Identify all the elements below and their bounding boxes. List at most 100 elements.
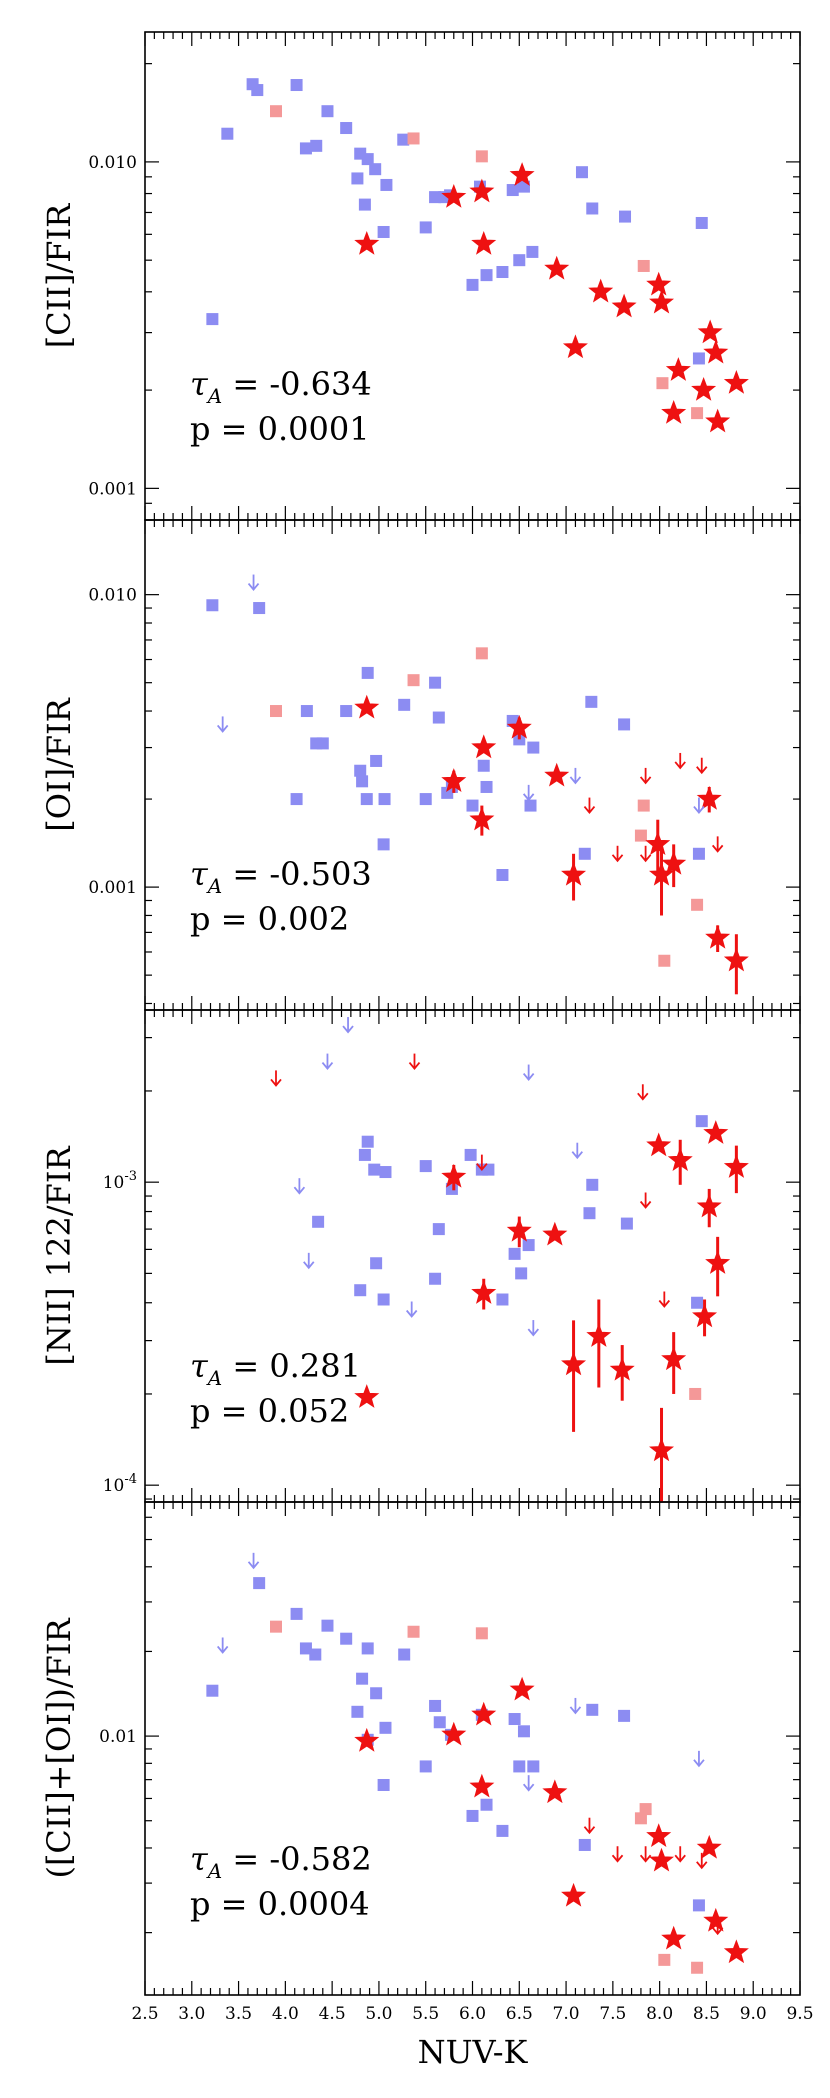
x-tick-label: 8.5 bbox=[693, 2004, 720, 2024]
data-point-square bbox=[513, 1760, 526, 1773]
data-point-star bbox=[649, 1437, 675, 1462]
x-tick-label: 6.0 bbox=[459, 2004, 486, 2024]
upper-limit-arrow bbox=[639, 1192, 652, 1209]
upper-limit-arrow bbox=[674, 1846, 686, 1863]
data-point-square bbox=[361, 1135, 374, 1148]
upper-limit-arrow bbox=[303, 1252, 315, 1270]
data-point-star bbox=[723, 370, 749, 394]
tau-annotation: τA = -0.503 bbox=[190, 855, 372, 898]
data-point-square bbox=[398, 698, 411, 711]
data-point-square bbox=[480, 780, 493, 793]
data-point-square bbox=[496, 1824, 509, 1837]
data-point-star bbox=[506, 714, 532, 739]
data-point-square bbox=[480, 1798, 493, 1811]
data-point-square bbox=[321, 105, 334, 118]
data-point-star bbox=[645, 831, 671, 856]
y-tick-label: 0.01 bbox=[99, 1727, 137, 1747]
data-point-square bbox=[639, 1803, 652, 1816]
data-point-star bbox=[354, 230, 380, 255]
data-point-square bbox=[618, 1709, 631, 1722]
data-point-square bbox=[692, 352, 705, 365]
y-axis-label: [NII] 122/FIR bbox=[40, 1145, 78, 1365]
upper-limit-arrow bbox=[247, 1552, 260, 1570]
data-point-star bbox=[661, 399, 687, 424]
data-point-square bbox=[620, 1217, 633, 1230]
data-point-star bbox=[441, 183, 467, 208]
x-tick-label: 2.5 bbox=[131, 2004, 158, 2024]
x-tick-label: 5.0 bbox=[365, 2004, 392, 2024]
data-point-star bbox=[562, 334, 588, 359]
upper-limit-arrow bbox=[408, 1053, 421, 1070]
series-red-stars bbox=[354, 1120, 749, 1502]
data-point-star bbox=[703, 1907, 729, 1932]
data-point-square bbox=[340, 122, 353, 135]
series-red-arrows bbox=[270, 1053, 671, 1308]
data-point-star bbox=[441, 1163, 467, 1188]
upper-limit-arrow bbox=[637, 1084, 649, 1101]
series-blue-squares bbox=[206, 599, 705, 882]
upper-limit-arrow bbox=[569, 1697, 582, 1715]
tau-annotation: τA = -0.582 bbox=[190, 1840, 372, 1883]
x-tick-label: 8.0 bbox=[646, 2004, 673, 2024]
data-point-square bbox=[429, 1699, 442, 1712]
data-point-star bbox=[692, 1303, 718, 1328]
data-point-square bbox=[299, 1642, 312, 1655]
series-blue-squares bbox=[312, 1115, 708, 1309]
data-point-star bbox=[441, 1721, 467, 1746]
data-point-square bbox=[695, 216, 708, 229]
data-point-square bbox=[513, 254, 526, 267]
data-point-star bbox=[703, 339, 729, 364]
data-point-square bbox=[578, 1838, 591, 1851]
data-point-square bbox=[354, 1284, 367, 1297]
data-point-square bbox=[270, 105, 282, 118]
upper-limit-arrow bbox=[583, 797, 596, 814]
y-tick-label: 0.010 bbox=[88, 153, 137, 173]
upper-limit-arrow bbox=[693, 797, 705, 814]
data-point-star bbox=[471, 734, 497, 759]
data-point-square bbox=[658, 954, 671, 967]
upper-limit-arrow bbox=[527, 1320, 540, 1337]
upper-limit-arrow bbox=[711, 1918, 724, 1936]
data-point-square bbox=[634, 1812, 647, 1825]
upper-limit-arrow bbox=[693, 1750, 705, 1768]
data-point-square bbox=[370, 1687, 383, 1700]
data-point-square bbox=[377, 1778, 390, 1791]
data-point-star bbox=[646, 271, 672, 296]
data-point-square bbox=[692, 1899, 705, 1912]
data-point-star bbox=[354, 1384, 380, 1408]
data-point-square bbox=[354, 764, 367, 777]
data-point-star bbox=[696, 785, 722, 810]
upper-limit-arrow bbox=[639, 1846, 652, 1863]
data-point-square bbox=[270, 705, 282, 718]
x-tick-label: 3.5 bbox=[225, 2004, 252, 2024]
data-point-square bbox=[637, 799, 650, 812]
data-point-square bbox=[637, 259, 650, 272]
data-point-star bbox=[509, 162, 535, 186]
data-point-star bbox=[649, 289, 675, 314]
p-value-annotation: p = 0.0001 bbox=[190, 410, 370, 448]
upper-limit-arrow bbox=[216, 716, 229, 733]
data-point-square bbox=[407, 132, 420, 145]
data-point-square bbox=[506, 184, 519, 197]
data-point-square bbox=[475, 1627, 488, 1640]
p-value-annotation: p = 0.002 bbox=[190, 900, 349, 938]
data-point-square bbox=[692, 847, 705, 860]
data-point-square bbox=[691, 407, 704, 420]
data-point-star bbox=[646, 1823, 672, 1847]
x-tick-label: 5.5 bbox=[412, 2004, 439, 2024]
data-point-star bbox=[723, 947, 749, 972]
x-tick-label: 4.0 bbox=[272, 2004, 299, 2024]
data-point-square bbox=[691, 898, 704, 911]
series-pink-squares bbox=[270, 647, 704, 967]
data-point-star bbox=[696, 1193, 722, 1218]
data-point-star bbox=[611, 293, 637, 318]
data-point-square bbox=[524, 799, 537, 812]
data-point-square bbox=[432, 1223, 445, 1236]
series-red-stars bbox=[354, 1676, 749, 1964]
y-axis-label: [CII]/FIR bbox=[40, 203, 78, 348]
data-point-star bbox=[665, 357, 691, 381]
data-point-square bbox=[379, 1721, 392, 1734]
data-point-star bbox=[471, 1280, 497, 1304]
